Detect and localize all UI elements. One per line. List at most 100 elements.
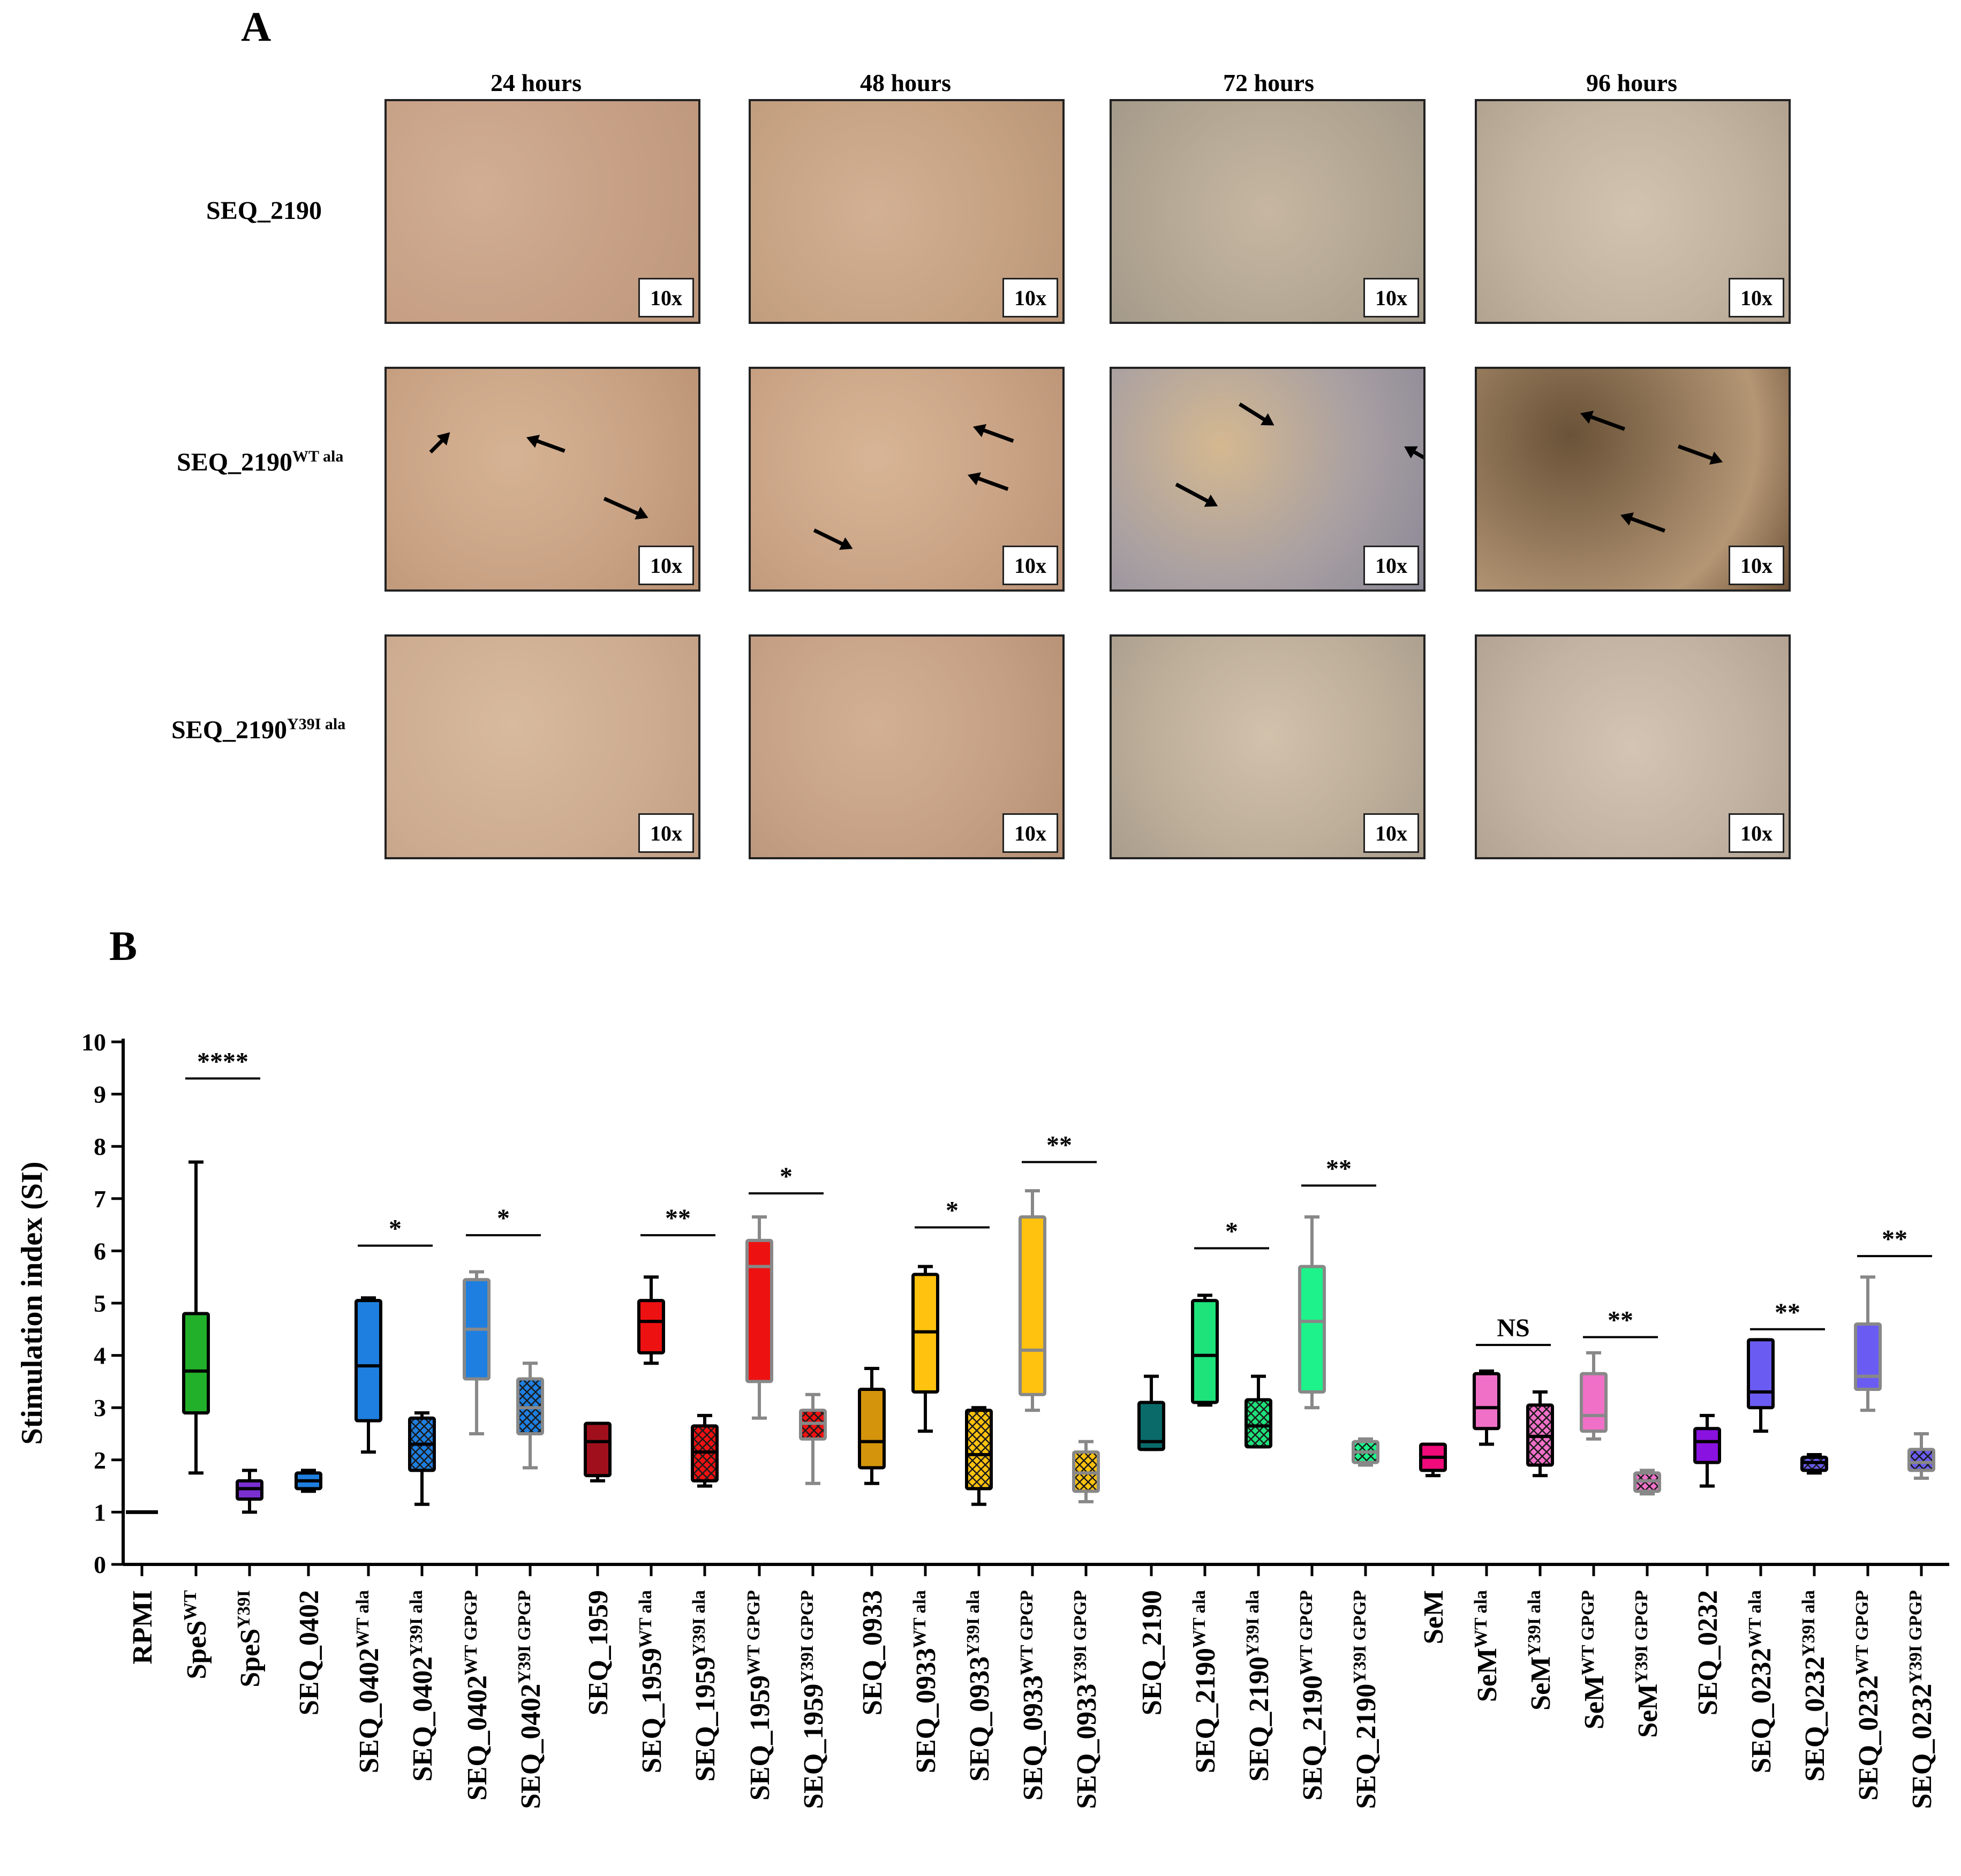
y-tick-label: 8 [94,1133,106,1160]
x-category-label: SEQ_0933 [857,1590,888,1715]
box-body [584,1421,612,1478]
box-body [965,1409,993,1491]
column-header-96h: 96 hours [1586,69,1677,96]
x-category-name: SEQ_0232 [1800,1656,1830,1782]
magnification-badge: 10x [1729,813,1784,853]
row-label-name: SEQ_2190 [206,196,322,225]
micrograph-seq2190-24h: 10x [384,99,700,324]
x-category-label: SEQ_0402Y39I GPGP [515,1590,547,1809]
x-category-name: SEQ_0402 [354,1648,384,1773]
x-category-label: SEQ_1959Y39I GPGP [797,1590,829,1809]
x-category-name: SEQ_0933 [964,1656,995,1782]
x-category-superscript: WT GPGP [461,1590,481,1675]
x-category-name: SEQ_1959 [798,1684,829,1809]
significance-label: ** [1046,1131,1072,1159]
x-category-name: SeM [1633,1684,1663,1738]
x-category-superscript: Y39I GPGP [1070,1590,1090,1684]
x-category-superscript: WT ala [1745,1590,1765,1648]
magnification-badge: 10x [1729,546,1784,585]
x-category-name: SEQ_2190 [1298,1675,1328,1801]
x-category-label: SEQ_0933Y39I ala [963,1590,995,1782]
x-category-name: SEQ_0232 [1853,1675,1884,1801]
micrograph-seq2190-y39i-ala-24h: 10x [384,634,700,859]
x-category-superscript: Y39I ala [1243,1590,1263,1656]
magnification-badge: 10x [1729,278,1784,317]
x-category-label: SEQ_0402 [294,1590,325,1715]
x-category-label: SEQ_0933WT GPGP [1017,1590,1049,1801]
row-label-seq2190-wt-ala: SEQ_2190WT ala [177,448,343,477]
y-tick-label: 0 [94,1551,106,1578]
micrograph-seq2190-96h: 10x [1475,99,1791,324]
x-category-label: SEQ_0402Y39I ala [406,1590,439,1782]
x-category-label: SEQ_0232Y39I GPGP [1906,1590,1938,1809]
panel-a-label: A [241,3,271,50]
x-category-name: SEQ_2190 [1351,1684,1382,1809]
panel-b-label: B [109,922,138,969]
significance-label: NS [1497,1314,1529,1342]
x-category-label: SEQ_2190WT ala [1189,1590,1221,1773]
x-category-name: SEQ_1959 [745,1675,775,1801]
x-category-superscript: Y39I GPGP [1906,1590,1926,1684]
significance-label: **** [197,1047,248,1076]
x-category-superscript: WT ala [636,1590,655,1648]
x-category-name: SEQ_0933 [1072,1684,1102,1809]
x-category-label: SEQ_1959 [583,1590,614,1715]
micrograph-seq2190-y39i-ala-48h: 10x [749,634,1065,859]
row-label-seq2190-y39i-ala: SEQ_2190Y39I ala [171,715,345,745]
micrograph-seq2190-wt-ala-24h: 10x [384,367,700,592]
x-category-label: SEQ_2190Y39I GPGP [1350,1590,1382,1809]
micrograph-seq2190-y39i-ala-96h: 10x [1475,634,1791,859]
magnification-badge: 10x [638,813,694,853]
x-category-label: SEQ_0933Y39I GPGP [1070,1590,1103,1809]
box-body [1693,1427,1721,1464]
x-category-name: SEQ_2190 [1190,1648,1221,1773]
significance-label: ** [665,1204,691,1232]
x-category-superscript: Y39I ala [1799,1590,1819,1656]
x-category-superscript: WT GPGP [1852,1590,1872,1675]
row-label-superscript: WT ala [292,448,344,465]
x-category-superscript: WT ala [353,1590,373,1648]
box-body [182,1312,210,1414]
box-body [355,1299,382,1423]
box-body [1191,1299,1219,1404]
x-category-label: SEQ_0402WT GPGP [461,1590,493,1801]
significance-label: * [1225,1217,1238,1246]
significance-label: * [497,1204,510,1232]
row-label-name: SEQ_2190 [171,716,288,744]
row-label-superscript: Y39I ala [287,715,346,733]
x-category-label: SeMY39I GPGP [1632,1590,1664,1738]
column-header-72h: 72 hours [1223,69,1314,96]
magnification-badge: 10x [1363,813,1419,853]
x-category-name: SeM [1526,1656,1556,1711]
box-body [1747,1338,1775,1410]
column-header-48h: 48 hours [860,69,951,96]
box-body [1019,1215,1046,1396]
significance-label: * [389,1215,402,1243]
x-category-label: SEQ_1959WT ala [636,1590,668,1773]
x-category-superscript: Y39I GPGP [1350,1590,1370,1684]
x-category-superscript: Y39I [234,1590,254,1629]
x-category-superscript: Y39I ala [1525,1590,1544,1656]
x-category-superscript: Y39I GPGP [515,1590,534,1684]
x-category-label: SeM [1419,1590,1449,1644]
x-category-superscript: WT GPGP [744,1590,764,1675]
significance-label: * [780,1162,793,1191]
x-category-label: SeMWT ala [1471,1590,1503,1702]
column-header-24h: 24 hours [491,69,582,96]
significance-label: ** [1608,1306,1633,1334]
y-tick-label: 2 [94,1447,106,1474]
x-category-superscript: Y39I ala [963,1590,983,1656]
x-category-label: SEQ_0232WT ala [1745,1590,1777,1773]
x-category-name: RPMI [127,1590,158,1665]
x-category-label: SpeSWT [180,1590,213,1680]
x-category-name: SEQ_0933 [911,1648,941,1773]
significance-label: ** [1882,1225,1907,1253]
y-tick-label: 3 [94,1394,106,1421]
x-category-superscript: Y39I GPGP [1632,1590,1651,1684]
x-category-label: SEQ_1959Y39I ala [689,1590,721,1782]
x-category-label: SEQ_2190 [1137,1590,1167,1715]
x-category-superscript: WT ala [910,1590,930,1648]
magnification-badge: 10x [1002,278,1058,317]
x-category-superscript: WT GPGP [1017,1590,1037,1675]
magnification-badge: 10x [1002,813,1058,853]
